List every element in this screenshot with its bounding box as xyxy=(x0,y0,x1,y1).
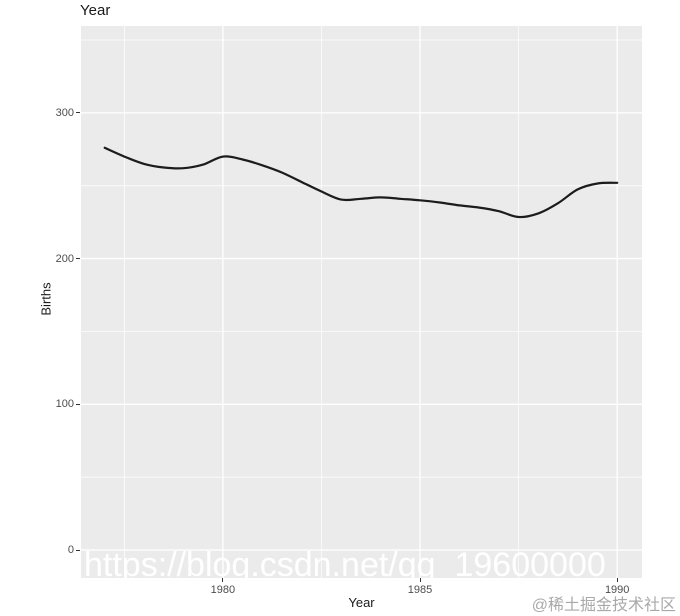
y-tick-label: 200 xyxy=(55,252,74,265)
y-tick-mark xyxy=(76,403,80,405)
x-tick-label: 1990 xyxy=(604,584,630,596)
births-smooth-line xyxy=(103,146,619,219)
chart-canvas xyxy=(81,26,642,578)
x-tick-mark xyxy=(419,578,421,582)
x-tick-mark xyxy=(616,578,618,582)
x-tick-mark xyxy=(222,578,224,582)
y-tick-label: 0 xyxy=(67,544,74,556)
y-axis-title: Births xyxy=(38,282,54,316)
x-axis-title: Year xyxy=(348,595,375,610)
x-tick-label: 1980 xyxy=(210,584,236,596)
y-tick-mark xyxy=(76,258,80,260)
y-tick-mark xyxy=(76,549,80,551)
y-tick-label: 100 xyxy=(55,398,74,411)
x-tick-label: 1985 xyxy=(407,584,433,596)
plot-title: Year xyxy=(80,2,111,19)
juejin-credit: @稀土掘金技术社区 xyxy=(531,597,676,614)
y-tick-mark xyxy=(76,112,80,114)
y-tick-label: 300 xyxy=(55,106,74,119)
chart-panel xyxy=(81,26,642,578)
